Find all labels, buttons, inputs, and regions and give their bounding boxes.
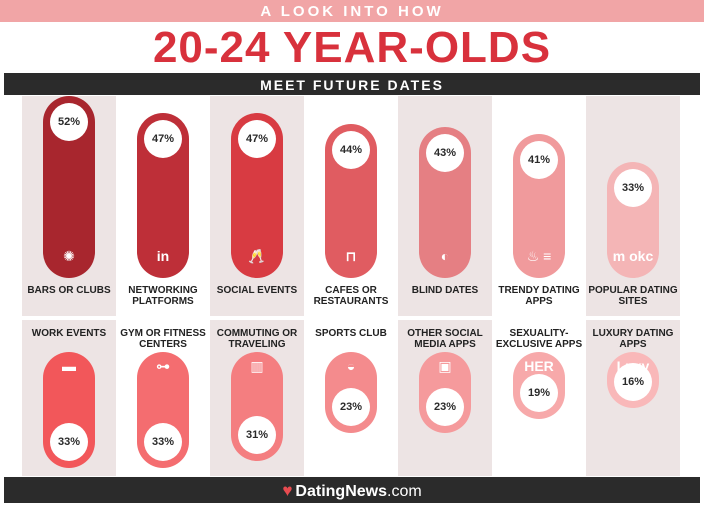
bar-value-label: 33%	[614, 169, 652, 207]
subtitle-band	[4, 73, 700, 95]
heart-logo-icon: ♥	[282, 481, 293, 500]
category-label: NETWORKING PLATFORMS	[128, 285, 198, 307]
beer-icon: ▥	[250, 358, 264, 374]
match-okc-icon: m okc	[612, 248, 654, 264]
headline-title: 20-24 YEAR-OLDS	[152, 23, 552, 72]
category-label: WORK EVENTS	[31, 328, 107, 339]
category-label: BLIND DATES	[411, 285, 479, 296]
footer-brand: ♥ DatingNews.com	[0, 481, 704, 501]
brand-suffix: .com	[387, 483, 422, 500]
subtitle-title: MEET FUTURE DATES	[260, 77, 444, 93]
bar-value-label: 47%	[144, 120, 182, 158]
bar-value-label: 33%	[50, 423, 88, 461]
category-label: LUXURY DATING APPS	[592, 328, 674, 350]
category-label: SEXUALITY-EXCLUSIVE APPS	[495, 328, 583, 350]
category-label: TRENDY DATING APPS	[498, 285, 580, 307]
dining-table-icon: ⊓	[345, 248, 357, 264]
category-label: SOCIAL EVENTS	[216, 285, 298, 296]
bar-value-label: 41%	[520, 141, 558, 179]
kicker-title: A LOOK INTO HOW	[260, 3, 444, 20]
dumbbell-icon: ⊶	[156, 358, 170, 374]
category-label: BARS OR CLUBS	[27, 285, 111, 296]
bar-value-label: 19%	[520, 374, 558, 412]
category-label: OTHER SOCIAL MEDIA APPS	[407, 328, 483, 350]
category-label: POPULAR DATING SITES	[588, 285, 678, 307]
bar-value-label: 31%	[238, 416, 276, 454]
bar-value-label: 43%	[426, 134, 464, 172]
bar-value-label: 47%	[238, 120, 276, 158]
bar-value-label: 33%	[144, 423, 182, 461]
bar-value-label: 44%	[332, 131, 370, 169]
linkedin-icon: in	[156, 248, 170, 264]
category-label: CAFES OR RESTAURANTS	[313, 285, 389, 307]
category-label: GYM OR FITNESS CENTERS	[120, 328, 206, 350]
disco-ball-icon: ✺	[63, 248, 75, 264]
tinder-bumble-icon: ♨ ≡	[526, 248, 552, 264]
top-band	[0, 0, 704, 22]
bar-value-label: 16%	[614, 363, 652, 401]
champagne-icon: 🥂	[248, 248, 266, 264]
her-icon: HER	[524, 358, 554, 374]
bar-value-label: 23%	[332, 388, 370, 426]
bar-value-label: 23%	[426, 388, 464, 426]
category-label: SPORTS CLUB	[315, 328, 387, 339]
social-apps-icon: ▣	[438, 358, 452, 374]
ball-icon: ◒	[346, 358, 356, 374]
luxy-icon: Luxy	[616, 358, 650, 374]
bar-value-label: 52%	[50, 103, 88, 141]
category-label: COMMUTING OR TRAVELING	[216, 328, 298, 350]
briefcase-icon: ▬	[62, 358, 76, 374]
mask-icon: ◐	[440, 248, 450, 264]
footer-band	[4, 477, 700, 503]
brand-name: DatingNews	[295, 483, 387, 500]
